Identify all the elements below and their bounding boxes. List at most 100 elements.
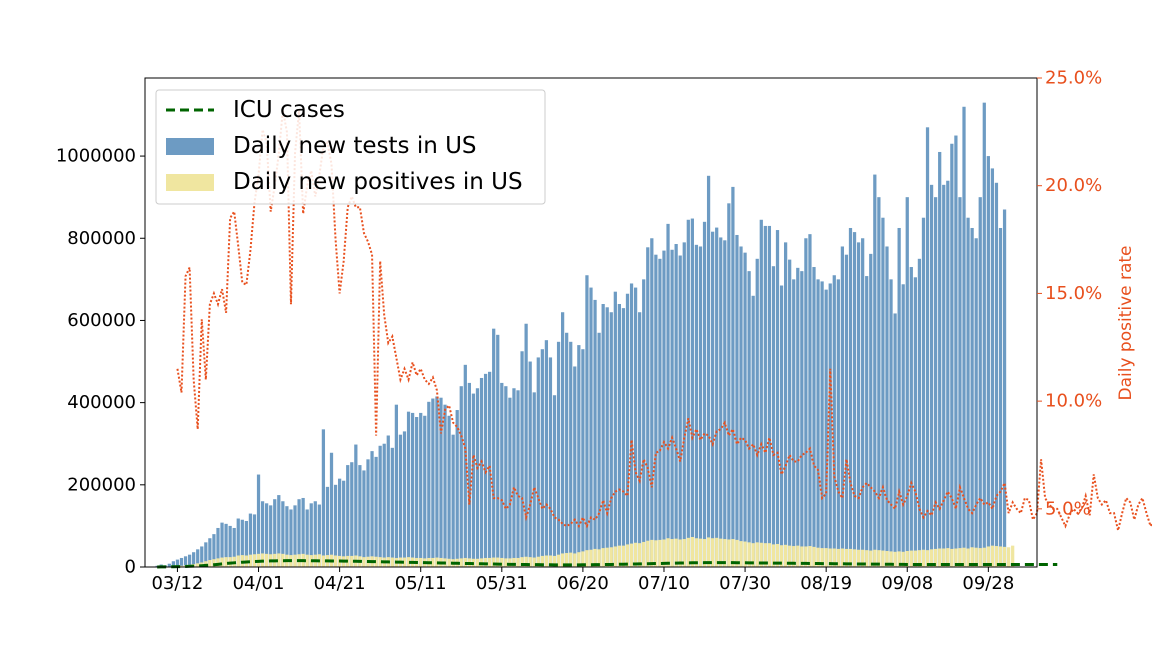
tests-bar [537,357,540,567]
tests-bar [679,256,682,567]
tests-bar [958,197,961,567]
positives-bar [756,542,759,567]
tests-bar [735,235,738,567]
tests-bar [646,247,649,567]
x-tick-label: 05/11 [395,573,447,594]
tests-bar [508,398,511,567]
tests-bar [520,351,523,567]
tests-bar [752,296,755,567]
positives-bar [460,558,463,567]
tests-bar [796,268,799,567]
y-right-tick-label: 20.0% [1045,175,1102,196]
tests-bar [999,228,1002,567]
tests-bar [638,312,641,567]
tests-bar [691,219,694,567]
legend-tests-swatch [166,138,214,155]
positives-bar [208,560,211,567]
positives-bar [853,549,856,567]
tests-bar [362,470,365,567]
tests-bar [650,238,653,567]
tests-bar [561,312,564,567]
legend-tests-label: Daily new tests in US [233,133,477,159]
tests-bar [581,349,584,567]
tests-bar [942,185,945,567]
tests-bar [893,313,896,567]
tests-bar [593,300,596,567]
tests-bar [966,218,969,567]
positives-bar [979,548,982,567]
tests-bar [670,250,673,567]
tests-bar [889,279,892,567]
tests-bar [529,362,532,567]
x-tick-label: 07/30 [719,573,771,594]
tests-bar [687,220,690,567]
tests-bar [391,448,394,567]
positives-bar [893,552,896,567]
tests-bar [983,103,986,567]
tests-bar [658,259,661,567]
tests-bar [411,413,414,567]
positives-bar [237,555,240,567]
tests-bar [419,413,422,567]
positives-bar [545,555,548,567]
tests-bar [504,386,507,567]
legend-positives-label: Daily new positives in US [233,169,523,195]
tests-bar [472,394,475,567]
tests-bar [979,197,982,567]
positives-bar [516,558,519,567]
tests-bar [322,429,325,567]
tests-bar [914,277,917,567]
legend-positives-swatch [166,174,214,191]
y-left-tick-label: 0 [125,557,136,578]
positives-bar [334,555,337,567]
x-tick-label: 04/01 [233,573,285,594]
tests-bar [918,259,921,567]
tests-bar [439,398,442,567]
tests-bar [756,259,759,567]
tests-bar [618,304,621,567]
positives-bar [784,545,787,567]
tests-bar [743,253,746,567]
positives-bar [293,555,296,567]
tests-bar [614,292,617,567]
tests-bar [342,481,345,567]
tests-bar [557,342,560,567]
tests-bar [512,388,515,567]
tests-bar [768,226,771,567]
positives-bar [322,555,325,567]
tests-bar [569,342,572,567]
x-tick-label: 09/28 [962,573,1014,594]
tests-bar [634,288,637,567]
positives-bar [614,546,617,567]
positives-bar [910,551,913,567]
tests-bar [383,444,386,567]
y-right-tick-label: 10.0% [1045,391,1102,412]
tests-bar [395,405,398,567]
tests-bar [910,267,913,567]
tests-bar [853,232,856,567]
tests-bar [602,304,605,567]
tests-bar [841,246,844,567]
x-tick-label: 03/12 [151,573,203,594]
positives-bar [265,554,268,567]
positives-bar [642,542,645,567]
tests-bar [573,366,576,567]
positives-bar [938,549,941,567]
tests-bar [354,445,357,567]
positives-bar [670,539,673,567]
tests-bar [861,238,864,567]
tests-bar [597,333,600,567]
tests-bar [739,246,742,567]
tests-bar [610,312,613,567]
tests-bar [577,345,580,567]
tests-bar [946,181,949,567]
tests-bar [715,228,718,567]
tests-bar [727,203,730,567]
y-right-tick-label: 15.0% [1045,283,1102,304]
tests-bar [468,383,471,567]
positives-bar [476,559,479,567]
legend-icu-label: ICU cases [233,97,345,123]
tests-bar [873,175,876,567]
